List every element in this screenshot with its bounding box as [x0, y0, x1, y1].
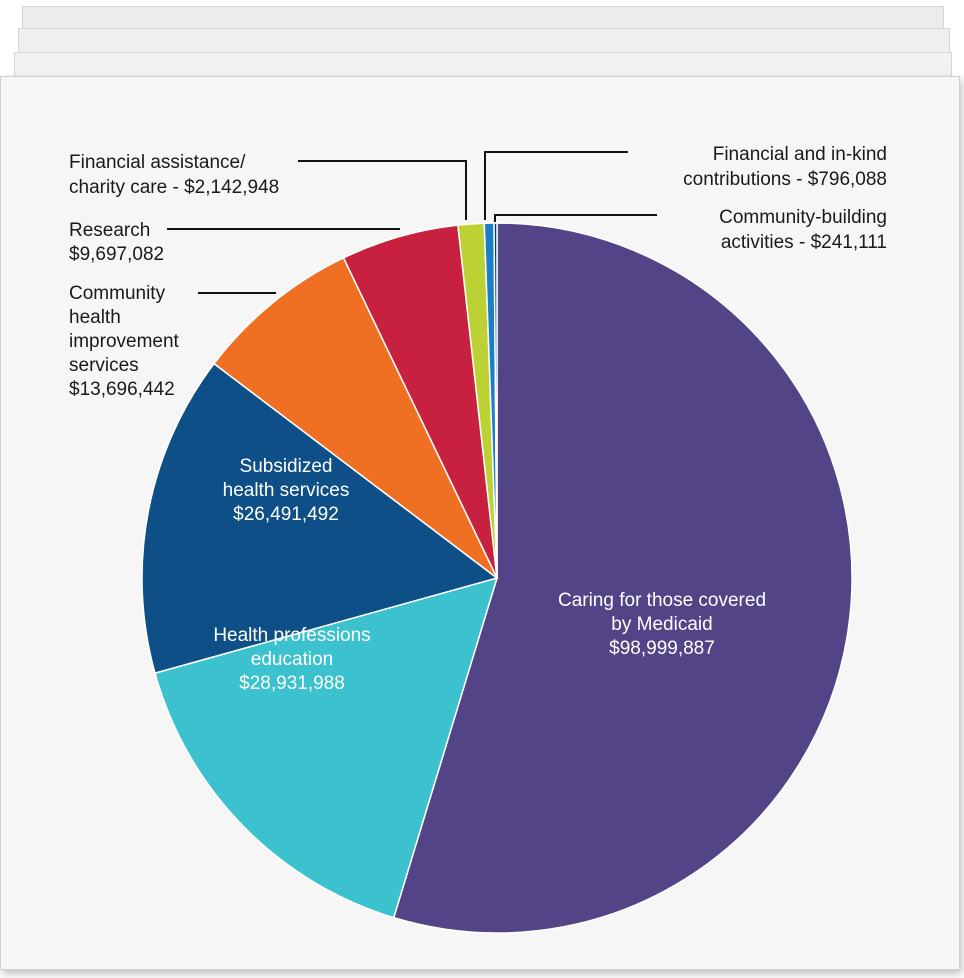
- slice-label-subsidized-health-services: Subsidized health services $26,491,492: [223, 456, 350, 525]
- slice-label-line: $13,696,442: [69, 379, 175, 400]
- slice-label-line: Health professions: [213, 625, 370, 646]
- leader-line-community-building-activities: [494, 214, 657, 222]
- leader-line-financial-assistance-charity-care: [298, 160, 467, 220]
- pie-slice-health-professions-education: [154, 576, 499, 919]
- pie-slice-subsidized-health-services: [141, 362, 499, 675]
- slice-label-community-health-improvement-services: Community health improvement services $13,69…: [69, 283, 180, 400]
- slice-label-line: charity care - $2,142,948: [69, 177, 279, 198]
- slice-label-line: health: [69, 307, 121, 328]
- slice-label-line: Financial assistance/: [69, 152, 246, 173]
- slice-label-line: Research: [69, 220, 150, 241]
- pie-slice-community-building-activities: [493, 222, 498, 579]
- pie-slices: [141, 222, 853, 934]
- slice-label-line: services: [69, 355, 139, 376]
- slice-label-community-building-activities: Community-building activities - $241,111: [719, 207, 887, 253]
- slice-label-line: contributions - $796,088: [683, 169, 887, 190]
- slice-label-caring-for-those-covered-by-medicaid: Caring for those covered by Medicaid $98,9…: [558, 590, 766, 659]
- leader-line-financial-and-in-kind-contributions: [484, 151, 628, 220]
- slice-label-line: education: [251, 649, 333, 670]
- slice-label-line: Financial and in-kind: [713, 144, 887, 165]
- slice-label-line: $98,999,887: [609, 638, 715, 659]
- slice-label-line: $9,697,082: [69, 244, 164, 265]
- slice-label-research: Research $9,697,082: [69, 220, 164, 265]
- slice-label-line: Subsidized: [240, 456, 333, 477]
- slice-label-line: Community-building: [719, 207, 887, 228]
- slice-label-health-professions-education: Health professions education $28,931,988: [213, 625, 370, 694]
- pie-slice-caring-for-those-covered-by-medicaid: [392, 222, 853, 934]
- slice-label-financial-assistance-charity-care: Financial assistance/charity care - $2,1…: [69, 152, 279, 198]
- slice-label-line: improvement: [69, 331, 180, 352]
- callout-leader-lines: [167, 151, 657, 294]
- slice-label-line: $26,491,492: [233, 504, 339, 525]
- slice-labels: Caring for those covered by Medicaid $98,9…: [69, 144, 887, 694]
- slice-label-line: Caring for those covered: [558, 590, 766, 611]
- pie-slice-community-health-improvement-services: [212, 256, 498, 579]
- slice-label-line: by Medicaid: [611, 614, 712, 635]
- slice-label-line: activities - $241,111: [721, 232, 887, 253]
- slice-label-financial-and-in-kind-contributions: Financial and in-kind contributions - $79…: [683, 144, 887, 190]
- slice-label-line: health services: [223, 480, 350, 501]
- slice-label-line: Community: [69, 283, 166, 304]
- slice-label-line: $28,931,988: [239, 673, 345, 694]
